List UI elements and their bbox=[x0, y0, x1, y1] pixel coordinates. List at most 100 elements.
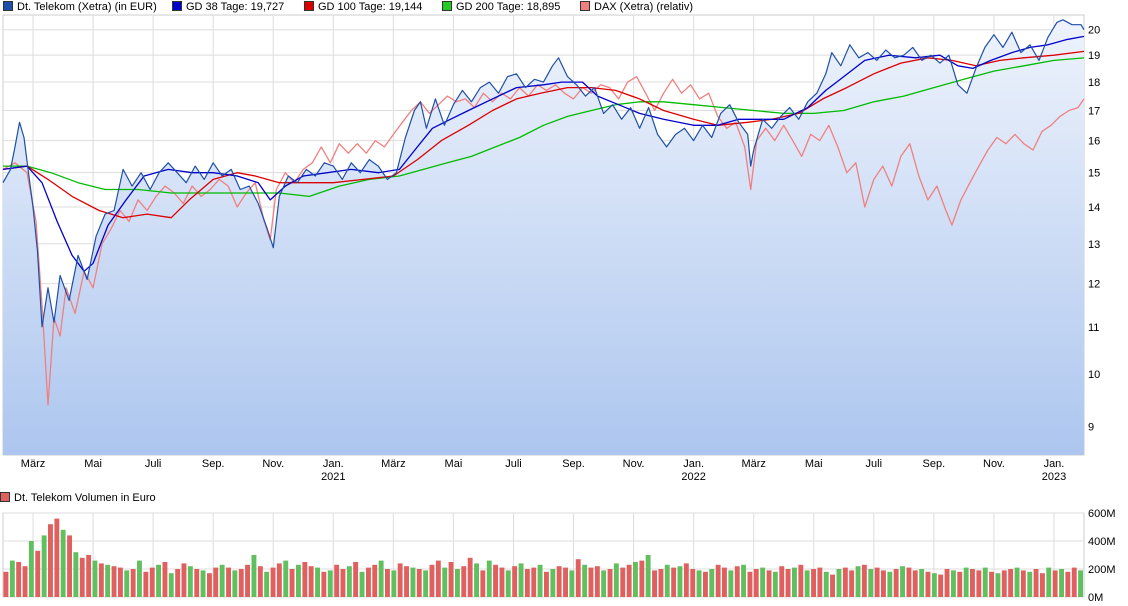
volume-bar bbox=[423, 570, 429, 597]
volume-bar bbox=[550, 569, 556, 597]
legend-swatch bbox=[442, 1, 452, 11]
legend-label: DAX (Xetra) (relativ) bbox=[594, 1, 694, 13]
volume-bar bbox=[1071, 567, 1077, 597]
volume-bar bbox=[41, 535, 47, 597]
volume-bar bbox=[512, 566, 518, 597]
x-tick-label: Nov. bbox=[262, 458, 284, 470]
volume-bar bbox=[73, 552, 79, 597]
volume-bar bbox=[811, 569, 816, 597]
volume-bar bbox=[245, 564, 250, 597]
volume-bar bbox=[518, 563, 524, 597]
volume-y-axis: 0M 200M 400M 600M bbox=[1088, 508, 1116, 604]
volume-bar bbox=[823, 571, 829, 597]
y-tick-label: 13 bbox=[1088, 239, 1100, 251]
volume-bar bbox=[544, 571, 549, 597]
volume-bar bbox=[931, 573, 937, 597]
y-tick-label: 11 bbox=[1088, 322, 1099, 334]
volume-bar bbox=[741, 564, 746, 597]
volume-bar bbox=[887, 571, 893, 597]
legend-item-price: Dt. Telekom (Xetra) (in EUR) bbox=[3, 1, 157, 13]
volume-bar bbox=[900, 566, 905, 597]
volume-bar bbox=[448, 562, 454, 597]
volume-bar bbox=[1020, 570, 1026, 597]
volume-bar bbox=[836, 569, 842, 597]
volume-bar bbox=[753, 569, 759, 597]
volume-bar bbox=[938, 574, 944, 597]
volume-bar bbox=[963, 567, 969, 597]
volume-bar bbox=[467, 557, 473, 597]
y-tick-label: 17 bbox=[1088, 105, 1100, 117]
volume-bar bbox=[404, 566, 409, 597]
volume-bar bbox=[575, 559, 581, 597]
chart-legend: Dt. Telekom (Xetra) (in EUR) GD 38 Tage:… bbox=[0, 0, 1128, 14]
volume-bar bbox=[645, 555, 651, 597]
volume-bar bbox=[486, 560, 492, 597]
volume-bar bbox=[435, 560, 441, 597]
volume-bar bbox=[1027, 571, 1033, 597]
volume-bar bbox=[664, 564, 670, 597]
volume-bar bbox=[455, 569, 460, 597]
volume-bar bbox=[633, 562, 638, 597]
legend-item-gd100: GD 100 Tage: 19,144 bbox=[304, 1, 422, 13]
x-tick-label: Mai bbox=[805, 458, 823, 470]
volume-bar bbox=[734, 566, 740, 597]
volume-bar bbox=[639, 560, 645, 597]
volume-bar bbox=[722, 567, 727, 597]
x-tick-label: März bbox=[741, 458, 765, 470]
x-tick-label: Nov. bbox=[623, 458, 645, 470]
volume-bar bbox=[302, 562, 308, 597]
x-tick-label: Jan. bbox=[323, 458, 344, 470]
volume-bar bbox=[989, 571, 994, 597]
legend-label: Dt. Telekom Volumen in Euro bbox=[14, 492, 156, 504]
volume-bar bbox=[79, 557, 85, 597]
volume-bar bbox=[1046, 567, 1052, 597]
volume-bar bbox=[321, 571, 327, 597]
x-tick-label: März bbox=[21, 458, 45, 470]
volume-bar bbox=[353, 562, 359, 597]
price-line bbox=[2, 19, 1085, 328]
volume-bar bbox=[137, 560, 142, 597]
legend-item-dax: DAX (Xetra) (relativ) bbox=[580, 1, 693, 13]
x-tick-label: Mai bbox=[445, 458, 463, 470]
volume-bars bbox=[3, 518, 1083, 597]
volume-bar bbox=[677, 566, 683, 597]
volume-bar bbox=[149, 567, 155, 597]
volume-bar bbox=[410, 567, 416, 597]
volume-bar bbox=[366, 567, 371, 597]
price-y-axis: 9 10 11 12 13 14 15 16 17 18 19 20 bbox=[1088, 25, 1100, 434]
volume-bar bbox=[671, 567, 677, 597]
volume-bar bbox=[995, 573, 1001, 597]
volume-bar bbox=[474, 563, 479, 597]
volume-bar bbox=[238, 569, 244, 597]
volume-bar bbox=[493, 564, 498, 597]
legend-swatch bbox=[172, 1, 182, 11]
volume-bar bbox=[1065, 571, 1071, 597]
volume-bar bbox=[1052, 570, 1058, 597]
volume-bar bbox=[893, 569, 899, 597]
x-tick-label: Mai bbox=[84, 458, 102, 470]
volume-bar bbox=[703, 571, 708, 597]
volume-bar bbox=[874, 567, 880, 597]
volume-bar bbox=[219, 564, 225, 597]
volume-bar bbox=[1040, 573, 1045, 597]
volume-bar bbox=[98, 563, 104, 597]
y-tick-label: 18 bbox=[1088, 77, 1100, 89]
volume-bar bbox=[397, 563, 403, 597]
legend-item-gd38: GD 38 Tage: 19,727 bbox=[172, 1, 284, 13]
volume-bar bbox=[226, 567, 231, 597]
volume-bar bbox=[683, 563, 689, 597]
volume-bar bbox=[531, 567, 537, 597]
volume-bar bbox=[626, 564, 632, 597]
volume-bar bbox=[792, 567, 797, 597]
volume-bar bbox=[715, 564, 721, 597]
volume-bar bbox=[283, 560, 289, 597]
x-tick-label: Sep. bbox=[562, 458, 585, 470]
volume-bar bbox=[168, 573, 174, 597]
volume-bar bbox=[54, 518, 60, 597]
volume-bar bbox=[951, 570, 956, 597]
volume-bar bbox=[728, 570, 734, 597]
volume-bar bbox=[970, 569, 975, 597]
legend-label: GD 38 Tage: 19,727 bbox=[186, 1, 285, 13]
volume-bar bbox=[817, 567, 823, 597]
volume-bar bbox=[251, 555, 257, 597]
